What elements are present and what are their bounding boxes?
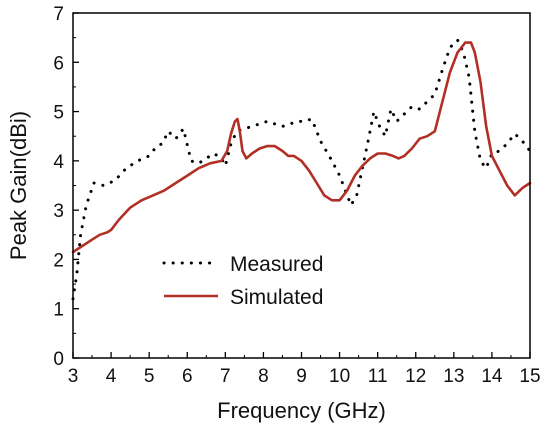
x-axis-title: Frequency (GHz) [217, 398, 386, 423]
y-axis-title: Peak Gain(dBi) [6, 111, 31, 260]
legend-label-simulated: Simulated [230, 286, 323, 309]
x-tick-label: 4 [106, 366, 117, 387]
x-tick-label: 6 [182, 366, 193, 387]
y-tick-label: 4 [53, 152, 64, 173]
x-tick-label: 10 [329, 366, 350, 387]
x-tick-label: 12 [405, 366, 426, 387]
x-tick-label: 14 [481, 366, 503, 387]
legend-label-measured: Measured [230, 253, 323, 276]
legend: Measured Simulated [162, 253, 323, 309]
y-tick-label: 2 [53, 250, 64, 271]
y-tick-label: 6 [53, 53, 64, 74]
y-tick-label: 7 [53, 4, 64, 25]
x-tick-label: 15 [519, 366, 540, 387]
x-tick-label: 7 [220, 366, 231, 387]
x-tick-label: 5 [144, 366, 155, 387]
y-tick-label: 5 [53, 103, 64, 124]
x-tick-label: 8 [258, 366, 269, 387]
x-tick-label: 11 [368, 366, 388, 387]
series-layer [71, 38, 532, 301]
y-tick-label: 3 [53, 201, 64, 222]
x-tick-label: 9 [296, 366, 307, 387]
series-line-measured [71, 38, 532, 301]
x-tick-label: 13 [443, 366, 464, 387]
series-line-simulated [71, 41, 532, 254]
y-tick-label: 1 [53, 300, 64, 321]
y-tick-label: 0 [53, 349, 64, 370]
x-tick-label: 3 [68, 366, 79, 387]
